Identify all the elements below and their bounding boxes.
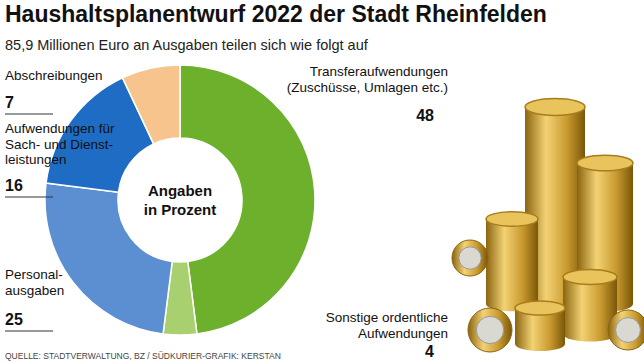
leader-line — [5, 331, 53, 332]
data-label: 25 — [5, 311, 23, 328]
center-label: Angabenin Prozent — [144, 182, 217, 218]
slice-label: Aufwendungen fürSach- und Dienst-leistun… — [5, 121, 115, 167]
slice-label: Sonstige ordentlicheAufwendungen — [326, 310, 448, 341]
data-label: 4 — [425, 343, 434, 360]
leader-line — [5, 197, 53, 198]
coin-top — [515, 301, 565, 315]
slice-label: Abschreibungen — [5, 68, 103, 83]
coin — [452, 240, 488, 276]
slice-label: Transferaufwendungen(Zuschüsse, Umlagen … — [287, 64, 448, 95]
chart: Haushaltsplanentwurf 2022 der Stadt Rhei… — [0, 0, 644, 362]
coin-top — [577, 155, 633, 171]
slice — [180, 65, 315, 334]
data-label: 7 — [5, 94, 14, 111]
coin-center — [616, 318, 641, 343]
title: Haushaltsplanentwurf 2022 der Stadt Rhei… — [5, 1, 547, 27]
coin — [608, 310, 644, 350]
coin — [468, 308, 512, 352]
coin-center — [459, 247, 481, 269]
coins-illustration — [452, 99, 644, 352]
slice-label: Personal-ausgaben — [5, 267, 64, 298]
slice — [123, 65, 180, 144]
leader-line — [5, 114, 53, 115]
coin-top — [486, 212, 538, 227]
data-label: 16 — [5, 177, 23, 194]
coin-top — [525, 99, 585, 116]
coin-center — [476, 316, 503, 343]
donut — [45, 65, 315, 335]
subtitle: 85,9 Millionen Euro an Ausgaben teilen s… — [5, 37, 369, 53]
data-label: 48 — [416, 107, 434, 124]
source: QUELLE: STADTVERWALTUNG, BZ / SÜDKURIER-… — [5, 351, 281, 361]
coin-top — [563, 269, 617, 284]
